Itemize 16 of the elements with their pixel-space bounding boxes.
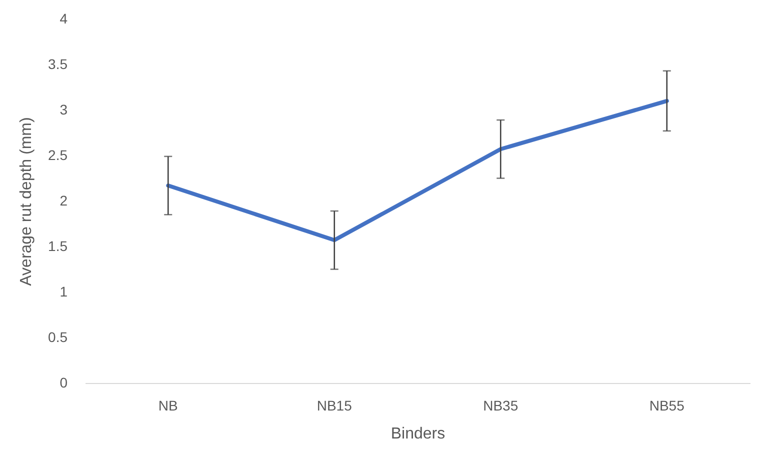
y-axis-title: Average rut depth (mm) — [18, 117, 36, 286]
x-axis-title: Binders — [390, 426, 446, 442]
y-tick-label: 2 — [60, 192, 68, 208]
y-tick-label: 0 — [60, 374, 68, 390]
x-tick-label: NB35 — [483, 398, 518, 414]
y-tick-label: 2.5 — [48, 147, 68, 163]
x-tick-label: NB55 — [649, 398, 685, 414]
x-tick-label: NB15 — [316, 398, 352, 414]
y-tick-label: 0.5 — [48, 329, 68, 345]
y-tick-label: 3 — [60, 102, 68, 118]
y-tick-label: 1 — [60, 284, 68, 300]
y-tick-label: 1.5 — [48, 238, 68, 254]
y-tick-label: 3.5 — [48, 56, 68, 72]
x-tick-label: NB — [158, 398, 178, 414]
y-tick-label: 4 — [60, 10, 68, 26]
line-series — [166, 98, 669, 242]
